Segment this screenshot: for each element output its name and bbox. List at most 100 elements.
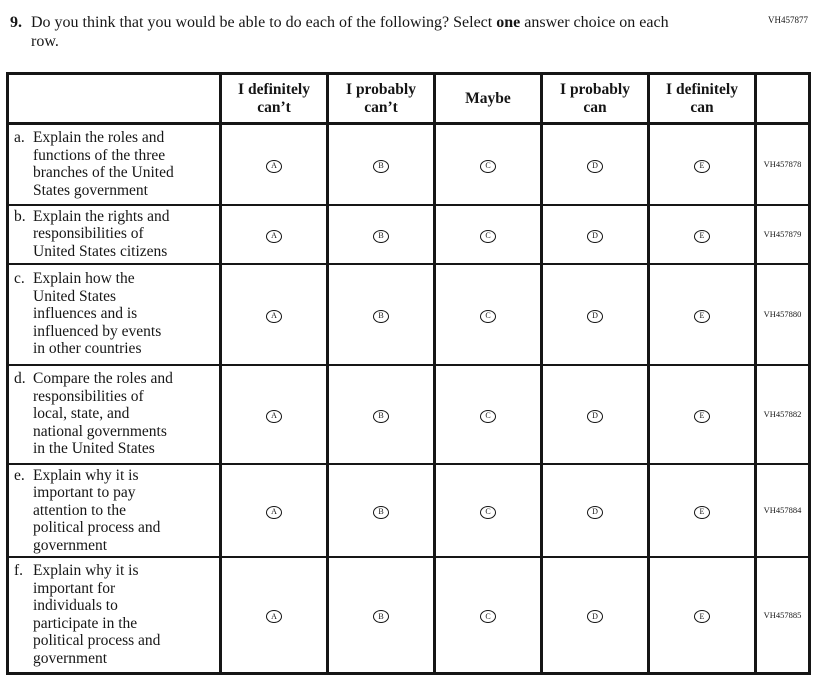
option-bubble-e[interactable]: E bbox=[694, 610, 710, 624]
option-letter: B bbox=[378, 507, 384, 517]
answer-cell: D bbox=[540, 462, 650, 558]
answer-cell: D bbox=[540, 203, 650, 265]
answer-cell: A bbox=[219, 122, 329, 206]
table-row: b. Explain the rights and responsibilitie… bbox=[6, 203, 811, 265]
option-bubble-a[interactable]: A bbox=[266, 409, 282, 423]
answer-cell: B bbox=[326, 462, 436, 558]
option-letter: D bbox=[592, 507, 598, 517]
option-bubble-b[interactable]: B bbox=[373, 505, 389, 519]
column-header: I probably can’t bbox=[326, 72, 436, 125]
option-letter: C bbox=[485, 411, 491, 420]
option-letter: E bbox=[699, 611, 705, 621]
statement-column-header bbox=[6, 72, 222, 125]
row-label: f. bbox=[14, 562, 24, 580]
option-letter: C bbox=[485, 231, 491, 240]
option-bubble-e[interactable]: E bbox=[694, 229, 710, 243]
questionnaire-page: { "page": { "top_code": "VH457877" }, "q… bbox=[0, 13, 814, 688]
column-header: Maybe bbox=[433, 72, 543, 125]
option-bubble-a[interactable]: A bbox=[266, 229, 282, 243]
option-letter: A bbox=[271, 311, 277, 320]
option-bubble-a[interactable]: A bbox=[266, 309, 282, 323]
option-bubble-d[interactable]: D bbox=[587, 229, 603, 243]
table-row: a. Explain the roles and functions of the… bbox=[6, 122, 811, 206]
option-letter: D bbox=[592, 311, 598, 320]
code-column-header bbox=[754, 72, 811, 125]
answer-cell: B bbox=[326, 363, 436, 465]
option-letter: D bbox=[592, 161, 598, 171]
option-bubble-d[interactable]: D bbox=[587, 309, 603, 323]
option-bubble-b[interactable]: B bbox=[373, 610, 389, 624]
row-code: VH457882 bbox=[754, 363, 811, 465]
answer-cell: C bbox=[433, 203, 543, 265]
statement-cell: b. Explain the rights and responsibilitie… bbox=[6, 203, 222, 265]
answer-cell: E bbox=[647, 262, 757, 366]
option-letter: D bbox=[592, 231, 598, 240]
row-code: VH457880 bbox=[754, 262, 811, 366]
option-bubble-a[interactable]: A bbox=[266, 159, 282, 173]
option-bubble-b[interactable]: B bbox=[373, 159, 389, 173]
answer-cell: C bbox=[433, 122, 543, 206]
option-letter: D bbox=[592, 411, 598, 420]
statement-text: Explain why it is important for individu… bbox=[33, 562, 161, 667]
option-bubble-a[interactable]: A bbox=[266, 610, 282, 624]
option-bubble-e[interactable]: E bbox=[694, 409, 710, 423]
answer-cell: A bbox=[219, 462, 329, 558]
option-bubble-a[interactable]: A bbox=[266, 505, 282, 519]
answer-cell: A bbox=[219, 556, 329, 674]
option-bubble-b[interactable]: B bbox=[373, 229, 389, 243]
option-bubble-d[interactable]: D bbox=[587, 610, 603, 624]
table-row: d. Compare the roles and responsibilities… bbox=[6, 363, 811, 465]
answer-cell: A bbox=[219, 203, 329, 265]
option-letter: E bbox=[699, 311, 705, 320]
option-bubble-e[interactable]: E bbox=[694, 309, 710, 323]
option-letter: C bbox=[485, 611, 491, 621]
answer-cell: C bbox=[433, 462, 543, 558]
option-bubble-d[interactable]: D bbox=[587, 505, 603, 519]
option-bubble-e[interactable]: E bbox=[694, 159, 710, 173]
option-bubble-b[interactable]: B bbox=[373, 409, 389, 423]
option-bubble-c[interactable]: C bbox=[480, 229, 496, 243]
statement-text: Explain the roles and functions of the t… bbox=[33, 129, 174, 199]
option-bubble-c[interactable]: C bbox=[480, 159, 496, 173]
statement-text: Explain why it is important to pay atten… bbox=[33, 466, 161, 554]
statement-text: Compare the roles and responsibilities o… bbox=[33, 370, 173, 458]
question-text-bold: one bbox=[496, 14, 521, 31]
option-bubble-c[interactable]: C bbox=[480, 505, 496, 519]
column-header: I definitely can bbox=[647, 72, 757, 125]
row-label: d. bbox=[14, 370, 26, 388]
row-code: VH457879 bbox=[754, 203, 811, 265]
option-bubble-d[interactable]: D bbox=[587, 159, 603, 173]
table-row: e. Explain why it is important to pay att… bbox=[6, 462, 811, 558]
answer-cell: A bbox=[219, 363, 329, 465]
row-label: c. bbox=[14, 270, 25, 288]
column-header: I definitely can’t bbox=[219, 72, 329, 125]
option-letter: C bbox=[485, 311, 491, 320]
option-letter: D bbox=[592, 611, 598, 621]
question-text-start: Do you think that you would be able to d… bbox=[31, 14, 497, 31]
answer-cell: A bbox=[219, 262, 329, 366]
statement-text: Explain the rights and responsibilities … bbox=[33, 207, 170, 260]
answer-cell: C bbox=[433, 556, 543, 674]
option-letter: E bbox=[699, 507, 705, 517]
option-bubble-c[interactable]: C bbox=[480, 409, 496, 423]
option-bubble-c[interactable]: C bbox=[480, 309, 496, 323]
statement-cell: e. Explain why it is important to pay att… bbox=[6, 462, 222, 558]
option-bubble-b[interactable]: B bbox=[373, 309, 389, 323]
statement-text: Explain how the United States influences… bbox=[33, 270, 162, 358]
option-letter: B bbox=[378, 231, 384, 240]
option-letter: E bbox=[699, 411, 705, 420]
option-bubble-d[interactable]: D bbox=[587, 409, 603, 423]
statement-cell: d. Compare the roles and responsibilities… bbox=[6, 363, 222, 465]
answer-cell: E bbox=[647, 462, 757, 558]
option-letter: B bbox=[378, 161, 384, 171]
option-letter: A bbox=[271, 231, 277, 240]
option-letter: A bbox=[271, 507, 277, 517]
answer-cell: B bbox=[326, 556, 436, 674]
header-row: I definitely can’t I probably can’t Maybe I… bbox=[6, 72, 811, 125]
question-9: 9. Do you think that you would be able t… bbox=[10, 13, 814, 51]
question-text: Do you think that you would be able to d… bbox=[31, 13, 693, 51]
statement-cell: c. Explain how the United States influenc… bbox=[6, 262, 222, 366]
option-bubble-c[interactable]: C bbox=[480, 610, 496, 624]
option-letter: E bbox=[699, 161, 705, 171]
option-bubble-e[interactable]: E bbox=[694, 505, 710, 519]
